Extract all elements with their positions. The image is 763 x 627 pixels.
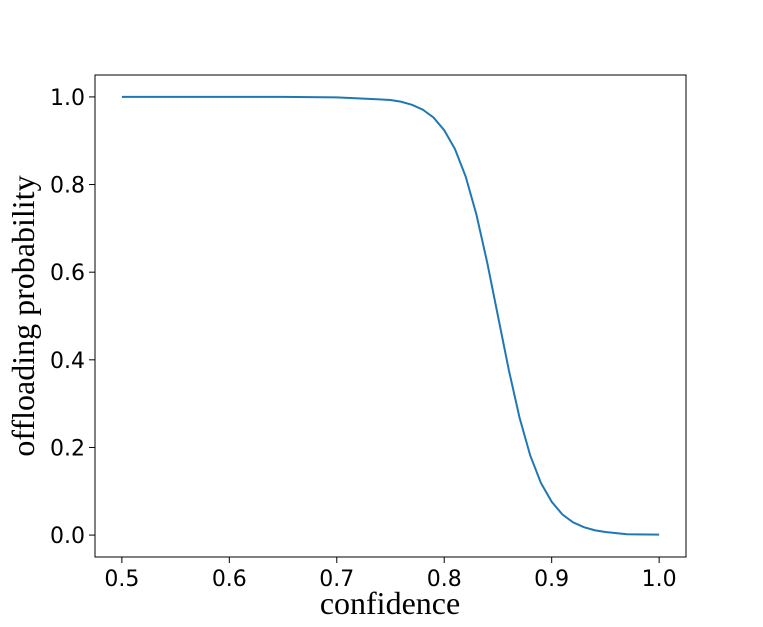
x-tick-label: 0.9 bbox=[534, 567, 569, 592]
x-axis-label: confidence bbox=[320, 585, 460, 621]
plot-frame bbox=[94, 74, 687, 558]
x-tick-label: 0.6 bbox=[212, 567, 247, 592]
y-tick-label: 0.4 bbox=[50, 349, 85, 374]
line-series bbox=[121, 95, 660, 536]
y-tick-label: 0.8 bbox=[50, 174, 85, 199]
x-tick-label: 1.0 bbox=[642, 567, 677, 592]
y-tick-label: 1.0 bbox=[50, 86, 85, 111]
y-axis-label: offloading probability bbox=[5, 175, 41, 456]
x-tick-label: 0.7 bbox=[319, 567, 354, 592]
y-tick-label: 0.2 bbox=[50, 436, 85, 461]
x-tick-label: 0.8 bbox=[427, 567, 462, 592]
x-tick-label: 0.5 bbox=[104, 567, 139, 592]
y-tick-label: 0.0 bbox=[50, 524, 85, 549]
y-tick-label: 0.6 bbox=[50, 261, 85, 286]
